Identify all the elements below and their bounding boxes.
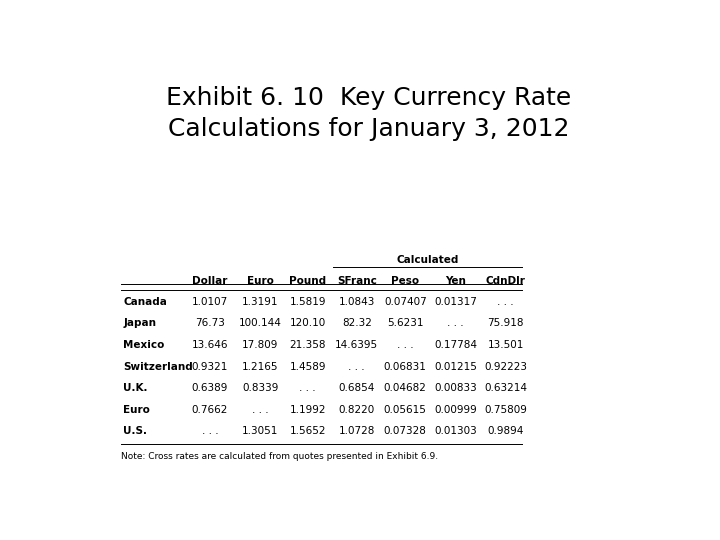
Text: Mexico: Mexico — [124, 340, 165, 350]
Text: SFranc: SFranc — [337, 276, 377, 286]
Text: 0.6854: 0.6854 — [338, 383, 375, 393]
Text: 17.809: 17.809 — [242, 340, 279, 350]
Text: Pound: Pound — [289, 276, 326, 286]
Text: 100.144: 100.144 — [239, 319, 282, 328]
Text: 0.63214: 0.63214 — [485, 383, 527, 393]
Text: Peso: Peso — [391, 276, 419, 286]
Text: 82.32: 82.32 — [342, 319, 372, 328]
Text: . . .: . . . — [498, 297, 514, 307]
Text: Euro: Euro — [247, 276, 274, 286]
Text: 0.7662: 0.7662 — [192, 405, 228, 415]
Text: 1.1992: 1.1992 — [289, 405, 326, 415]
Text: U.S.: U.S. — [124, 427, 148, 436]
Text: 13.501: 13.501 — [487, 340, 524, 350]
Text: 0.01303: 0.01303 — [434, 427, 477, 436]
Text: Yen: Yen — [445, 276, 466, 286]
Text: . . .: . . . — [252, 405, 269, 415]
Text: 0.8339: 0.8339 — [242, 383, 279, 393]
Text: Calculated: Calculated — [397, 254, 459, 265]
Text: 0.75809: 0.75809 — [485, 405, 527, 415]
Text: 75.918: 75.918 — [487, 319, 524, 328]
Text: 5.6231: 5.6231 — [387, 319, 423, 328]
Text: 1.4589: 1.4589 — [289, 362, 326, 372]
Text: 0.06831: 0.06831 — [384, 362, 427, 372]
Text: 1.3191: 1.3191 — [242, 297, 279, 307]
Text: 76.73: 76.73 — [195, 319, 225, 328]
Text: 0.9321: 0.9321 — [192, 362, 228, 372]
Text: . . .: . . . — [397, 340, 413, 350]
Text: Note: Cross rates are calculated from quotes presented in Exhibit 6.9.: Note: Cross rates are calculated from qu… — [121, 452, 438, 461]
Text: 14.6395: 14.6395 — [336, 340, 378, 350]
Text: 0.17784: 0.17784 — [434, 340, 477, 350]
Text: 0.07328: 0.07328 — [384, 427, 427, 436]
Text: Canada: Canada — [124, 297, 167, 307]
Text: 0.9894: 0.9894 — [487, 427, 524, 436]
Text: 0.05615: 0.05615 — [384, 405, 427, 415]
Text: 0.00999: 0.00999 — [434, 405, 477, 415]
Text: . . .: . . . — [300, 383, 316, 393]
Text: 0.92223: 0.92223 — [485, 362, 527, 372]
Text: 0.6389: 0.6389 — [192, 383, 228, 393]
Text: U.K.: U.K. — [124, 383, 148, 393]
Text: 0.04682: 0.04682 — [384, 383, 427, 393]
Text: 1.0107: 1.0107 — [192, 297, 228, 307]
Text: 1.5652: 1.5652 — [289, 427, 326, 436]
Text: 13.646: 13.646 — [192, 340, 228, 350]
Text: 1.0728: 1.0728 — [338, 427, 375, 436]
Text: . . .: . . . — [348, 362, 365, 372]
Text: Euro: Euro — [124, 405, 150, 415]
Text: 1.0843: 1.0843 — [338, 297, 375, 307]
Text: 0.8220: 0.8220 — [338, 405, 375, 415]
Text: . . .: . . . — [202, 427, 218, 436]
Text: 21.358: 21.358 — [289, 340, 326, 350]
Text: 0.07407: 0.07407 — [384, 297, 427, 307]
Text: Dollar: Dollar — [192, 276, 228, 286]
Text: Japan: Japan — [124, 319, 156, 328]
Text: CdnDlr: CdnDlr — [486, 276, 526, 286]
Text: 0.00833: 0.00833 — [434, 383, 477, 393]
Text: 1.5819: 1.5819 — [289, 297, 326, 307]
Text: . . .: . . . — [447, 319, 464, 328]
Text: 0.01317: 0.01317 — [434, 297, 477, 307]
Text: 120.10: 120.10 — [289, 319, 325, 328]
Text: Exhibit 6. 10  Key Currency Rate
Calculations for January 3, 2012: Exhibit 6. 10 Key Currency Rate Calculat… — [166, 85, 572, 141]
Text: 0.01215: 0.01215 — [434, 362, 477, 372]
Text: 1.3051: 1.3051 — [242, 427, 279, 436]
Text: 1.2165: 1.2165 — [242, 362, 279, 372]
Text: Switzerland: Switzerland — [124, 362, 193, 372]
